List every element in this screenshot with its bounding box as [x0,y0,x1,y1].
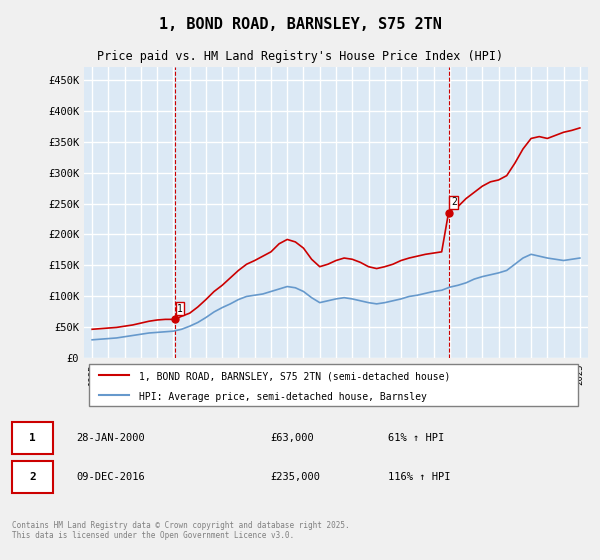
Text: 2: 2 [451,197,457,207]
Text: 61% ↑ HPI: 61% ↑ HPI [388,433,445,443]
FancyBboxPatch shape [89,363,578,407]
FancyBboxPatch shape [12,461,53,493]
Text: 1: 1 [29,433,36,443]
Text: HPI: Average price, semi-detached house, Barnsley: HPI: Average price, semi-detached house,… [139,393,427,403]
Text: 2: 2 [29,472,36,482]
Text: 09-DEC-2016: 09-DEC-2016 [77,472,145,482]
Text: 1, BOND ROAD, BARNSLEY, S75 2TN (semi-detached house): 1, BOND ROAD, BARNSLEY, S75 2TN (semi-de… [139,371,451,381]
FancyBboxPatch shape [12,422,53,454]
Text: Contains HM Land Registry data © Crown copyright and database right 2025.
This d: Contains HM Land Registry data © Crown c… [12,521,350,540]
Text: 116% ↑ HPI: 116% ↑ HPI [388,472,451,482]
Text: £235,000: £235,000 [271,472,320,482]
Text: 1: 1 [177,304,183,314]
Text: 28-JAN-2000: 28-JAN-2000 [77,433,145,443]
Text: Price paid vs. HM Land Registry's House Price Index (HPI): Price paid vs. HM Land Registry's House … [97,50,503,63]
Text: £63,000: £63,000 [271,433,314,443]
Text: 1, BOND ROAD, BARNSLEY, S75 2TN: 1, BOND ROAD, BARNSLEY, S75 2TN [158,17,442,32]
